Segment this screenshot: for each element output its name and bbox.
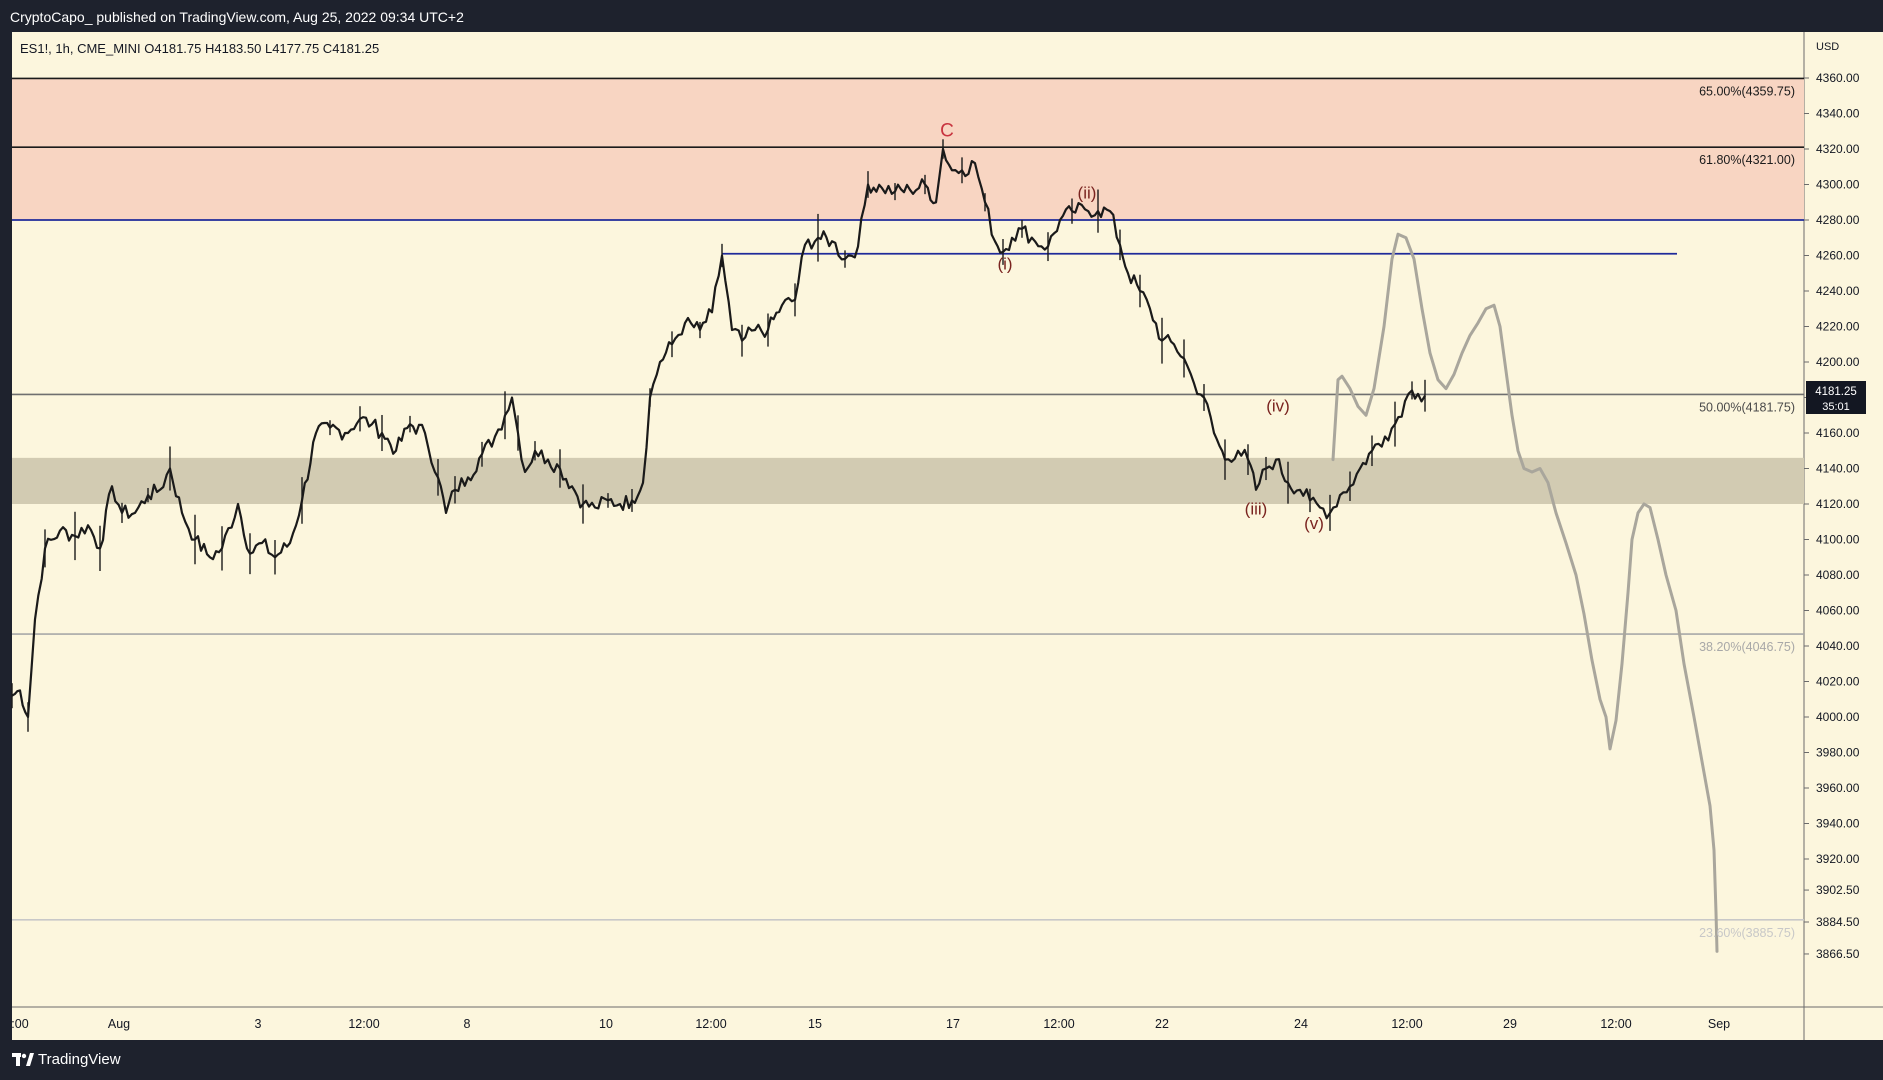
levels: [12, 77, 1804, 921]
price-tick-label: 3920.00: [1816, 852, 1860, 866]
price-tick-label: 3940.00: [1816, 817, 1860, 831]
current-price-value: 4181.25: [1815, 386, 1857, 398]
time-scale-background: [12, 1007, 1883, 1040]
wave-label: (iii): [1245, 500, 1268, 519]
footer-bar: [0, 1040, 1883, 1080]
publish-header: CryptoCapo_ published on TradingView.com…: [0, 0, 1883, 32]
time-tick-label: 24: [1294, 1017, 1308, 1031]
fib-labels: 65.00%(4359.75) 61.80%(4321.00) 50.00%(418…: [1699, 84, 1795, 939]
time-tick-label: 10: [599, 1017, 613, 1031]
price-tick-label: 4040.00: [1816, 639, 1860, 653]
price-tick-label: 4140.00: [1816, 462, 1860, 476]
price-chart[interactable]: C (i) (ii) (iii) (iv) (v) 65.00%(4359.75) 61.8…: [0, 0, 1883, 1040]
resistance-zone: [12, 78, 1804, 220]
wave-labels: C (i) (ii) (iii) (iv) (v): [940, 121, 1324, 533]
projection-line: [1331, 232, 1719, 953]
price-line: [11, 147, 1426, 719]
wave-label: (v): [1304, 514, 1324, 533]
price-tick-label: 4120.00: [1816, 497, 1860, 511]
time-tick-label: 22: [1155, 1017, 1169, 1031]
price-tick-label: 4080.00: [1816, 568, 1860, 582]
price-tick-label: 4200.00: [1816, 355, 1860, 369]
time-tick-label: 3: [255, 1017, 262, 1031]
price-tick-label: 4160.00: [1816, 426, 1860, 440]
price-tick-label: 3980.00: [1816, 746, 1860, 760]
current-price-countdown: 35:01: [1822, 401, 1850, 413]
price-tick-label: 3960.00: [1816, 781, 1860, 795]
price-tick-label: 4320.00: [1816, 142, 1860, 156]
price-tick-label: 4280.00: [1816, 213, 1860, 227]
symbol-legend: ES1!, 1h, CME_MINI O4181.75 H4183.50 L41…: [20, 41, 379, 56]
price-tick-label: 3884.50: [1816, 915, 1860, 929]
time-tick-label: 8: [464, 1017, 471, 1031]
fib-level-label: 65.00%(4359.75): [1699, 84, 1795, 98]
fib-level-label: 61.80%(4321.00): [1699, 153, 1795, 167]
support-zone: [12, 457, 1804, 504]
fib-level-label: 50.00%(4181.75): [1699, 400, 1795, 414]
price-tick-label: 4020.00: [1816, 675, 1860, 689]
time-tick-label: 17: [946, 1017, 960, 1031]
time-tick-label: Sep: [1708, 1017, 1730, 1031]
time-tick-label: 12:00: [1043, 1017, 1074, 1031]
time-tick-label: 12:00: [348, 1017, 379, 1031]
zones: [12, 78, 1804, 504]
price-tick-label: 4360.00: [1816, 71, 1860, 85]
price-tick-label: 4260.00: [1816, 249, 1860, 263]
time-tick-label: 12:00: [1600, 1017, 1631, 1031]
time-tick-label: :00: [11, 1017, 28, 1031]
wave-label: (i): [997, 255, 1012, 274]
price-tick-label: 3866.50: [1816, 947, 1860, 961]
wave-label: (iv): [1266, 397, 1290, 416]
tradingview-brand[interactable]: TradingView: [38, 1051, 121, 1068]
fib-level-label: 38.20%(4046.75): [1699, 640, 1795, 654]
time-tick-label: Aug: [108, 1017, 130, 1031]
time-tick-label: 29: [1503, 1017, 1517, 1031]
price-tick-label: 4220.00: [1816, 320, 1860, 334]
price-tick-label: 4240.00: [1816, 284, 1860, 298]
time-tick-label: 12:00: [1391, 1017, 1422, 1031]
time-axis: :00 Aug 3 12:00 8 10 12:00 15 17 12:00 22 24 12:00 29…: [11, 1017, 1730, 1031]
wave-label: C: [940, 121, 954, 142]
fib-level-label: 23.60%(3885.75): [1699, 926, 1795, 940]
price-tick-label: 4060.00: [1816, 604, 1860, 618]
price-tick-label: 4300.00: [1816, 178, 1860, 192]
time-tick-label: 15: [808, 1017, 822, 1031]
current-price-badge: 4181.25 35:01: [1806, 381, 1866, 414]
wave-label: (ii): [1078, 184, 1097, 203]
price-series: [11, 139, 1426, 732]
price-scale-background: [1804, 32, 1883, 1007]
currency-label: USD: [1816, 41, 1839, 53]
projection-path: [1331, 232, 1719, 953]
publish-info: CryptoCapo_ published on TradingView.com…: [10, 9, 464, 25]
time-tick-label: 12:00: [695, 1017, 726, 1031]
price-tick-label: 4000.00: [1816, 710, 1860, 724]
current-price-badge-bg: [1806, 381, 1866, 414]
price-tick-label: 3902.50: [1816, 883, 1860, 897]
price-tick-label: 4340.00: [1816, 107, 1860, 121]
price-tick-label: 4100.00: [1816, 533, 1860, 547]
tradingview-logo-icon[interactable]: [11, 1050, 35, 1070]
